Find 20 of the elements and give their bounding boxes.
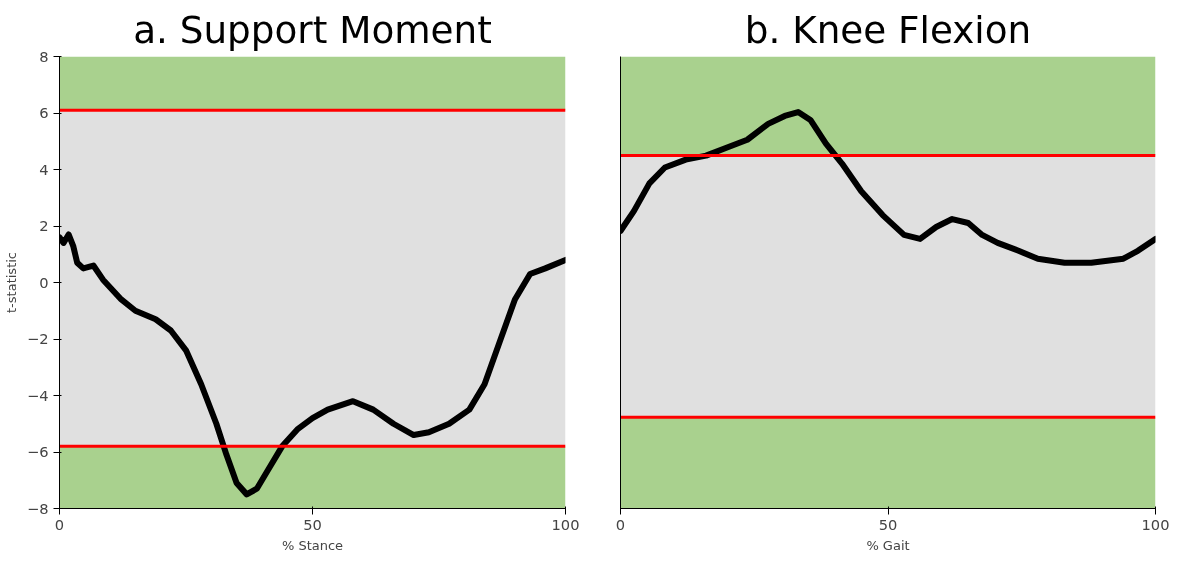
y-tick-label: 6: [39, 104, 49, 121]
chart-title: b. Knee Flexion: [744, 7, 1032, 52]
y-tick-label: 8: [39, 47, 49, 65]
x-axis-title: % Stance: [281, 537, 344, 553]
y-tick-label: 0: [39, 273, 49, 291]
y-tick-label: −4: [26, 386, 49, 404]
x-tick-label: 0: [615, 515, 626, 533]
y-tick-label: −8: [26, 499, 49, 517]
y-tick-label: 2: [39, 217, 49, 234]
y-axis-title: t-statistic: [3, 252, 19, 313]
x-tick-label: 50: [303, 515, 322, 533]
y-tick-label: −6: [26, 443, 49, 460]
y-tick-label: −2: [26, 330, 49, 347]
x-tick-label: 0: [54, 515, 65, 533]
x-axis-title: % Gait: [866, 537, 910, 553]
x-tick-label: 50: [878, 515, 898, 533]
chart-title: a. Support Moment: [133, 7, 492, 52]
x-tick-label: 100: [1141, 515, 1170, 533]
x-tick-label: 100: [551, 515, 580, 533]
y-tick-label: 4: [39, 160, 49, 178]
